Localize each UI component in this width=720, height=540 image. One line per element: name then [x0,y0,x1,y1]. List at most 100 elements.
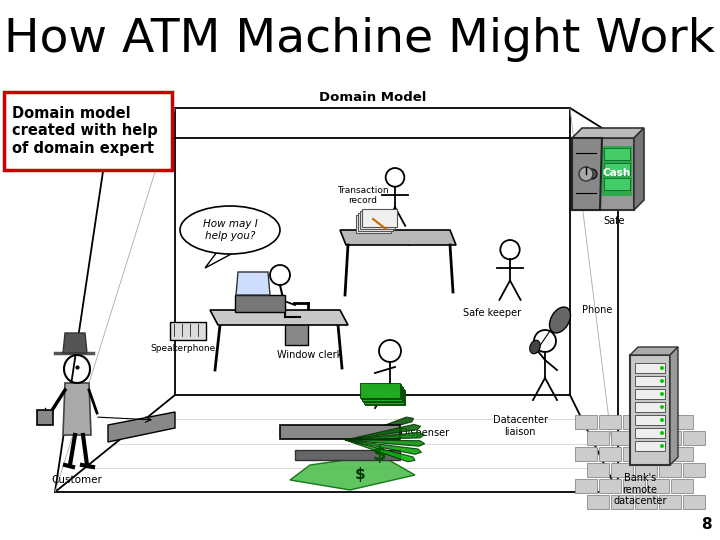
Ellipse shape [660,444,664,448]
Ellipse shape [549,307,570,333]
Ellipse shape [180,206,280,254]
Bar [635,376,665,386]
Text: How may I
help you?: How may I help you? [202,219,257,241]
Text: $: $ [373,445,387,464]
Bar [575,415,597,429]
Polygon shape [236,272,270,295]
Bar [635,495,657,509]
Bar [295,450,400,460]
Ellipse shape [660,392,664,396]
Bar [361,384,401,399]
Bar [604,178,630,190]
Polygon shape [210,310,348,325]
Polygon shape [345,440,421,454]
Bar [647,447,669,461]
Bar [572,138,634,210]
Polygon shape [634,128,644,210]
Ellipse shape [660,431,664,435]
Text: 8: 8 [701,517,712,532]
Polygon shape [285,320,308,345]
Text: Transaction
record: Transaction record [337,186,389,205]
Bar [635,428,665,438]
Bar [358,213,393,231]
Ellipse shape [660,418,664,422]
Bar [635,363,665,373]
Text: How ATM Machine Might Work: How ATM Machine Might Work [4,17,716,63]
Bar [280,425,400,439]
Bar [587,431,609,445]
Polygon shape [37,410,53,425]
Ellipse shape [660,379,664,383]
Polygon shape [63,333,87,353]
Polygon shape [108,412,175,442]
Bar [647,479,669,493]
Bar [683,495,705,509]
Text: Safe keeper: Safe keeper [463,308,521,318]
Bar [575,447,597,461]
Text: Window clerk: Window clerk [277,350,343,360]
Bar [623,447,645,461]
Bar [683,463,705,477]
Bar [635,402,665,412]
Bar [659,463,681,477]
Text: Safe: Safe [603,216,625,226]
FancyBboxPatch shape [4,92,172,170]
Bar [611,431,633,445]
Bar [604,163,630,175]
Polygon shape [63,383,91,435]
Polygon shape [345,440,425,446]
Ellipse shape [660,405,664,409]
Bar [364,388,404,403]
Polygon shape [670,347,678,465]
Bar [170,322,206,340]
Bar [363,387,403,402]
Bar [635,463,657,477]
Bar [635,431,657,445]
Bar [623,415,645,429]
Bar [362,209,397,227]
Text: Bank's
remote
datacenter: Bank's remote datacenter [613,473,667,506]
Bar [599,415,621,429]
Ellipse shape [530,340,540,354]
Text: Phone: Phone [582,305,613,315]
Text: Domain Model: Domain Model [319,91,426,104]
Bar [635,389,665,399]
Bar [671,415,693,429]
Bar [671,447,693,461]
Bar [599,479,621,493]
Polygon shape [345,440,415,462]
Polygon shape [290,455,415,490]
Ellipse shape [579,167,593,181]
Bar [630,355,670,465]
Bar [360,382,400,397]
Bar [659,431,681,445]
Bar [602,146,632,196]
Bar [604,148,630,160]
Polygon shape [340,230,456,245]
Bar [683,431,705,445]
Text: Customer: Customer [52,475,102,485]
Polygon shape [572,138,602,210]
Bar [647,415,669,429]
Text: $: $ [355,468,365,483]
Bar [635,415,665,425]
Text: Speakerphone: Speakerphone [150,344,215,353]
Ellipse shape [587,169,597,179]
Text: Bookkeeper: Bookkeeper [366,236,424,246]
Polygon shape [235,295,285,312]
Bar [360,211,395,229]
Polygon shape [205,248,235,268]
Bar [659,495,681,509]
Bar [575,479,597,493]
Polygon shape [345,424,420,440]
Bar [611,463,633,477]
Polygon shape [630,347,678,355]
Text: Cash: Cash [603,168,631,178]
Bar [671,479,693,493]
Bar [635,441,665,451]
Text: Domain model
created with help
of domain expert: Domain model created with help of domain… [12,106,158,156]
Bar [611,495,633,509]
Bar [365,390,405,405]
Polygon shape [345,433,424,440]
Text: Dispenser: Dispenser [400,428,449,438]
